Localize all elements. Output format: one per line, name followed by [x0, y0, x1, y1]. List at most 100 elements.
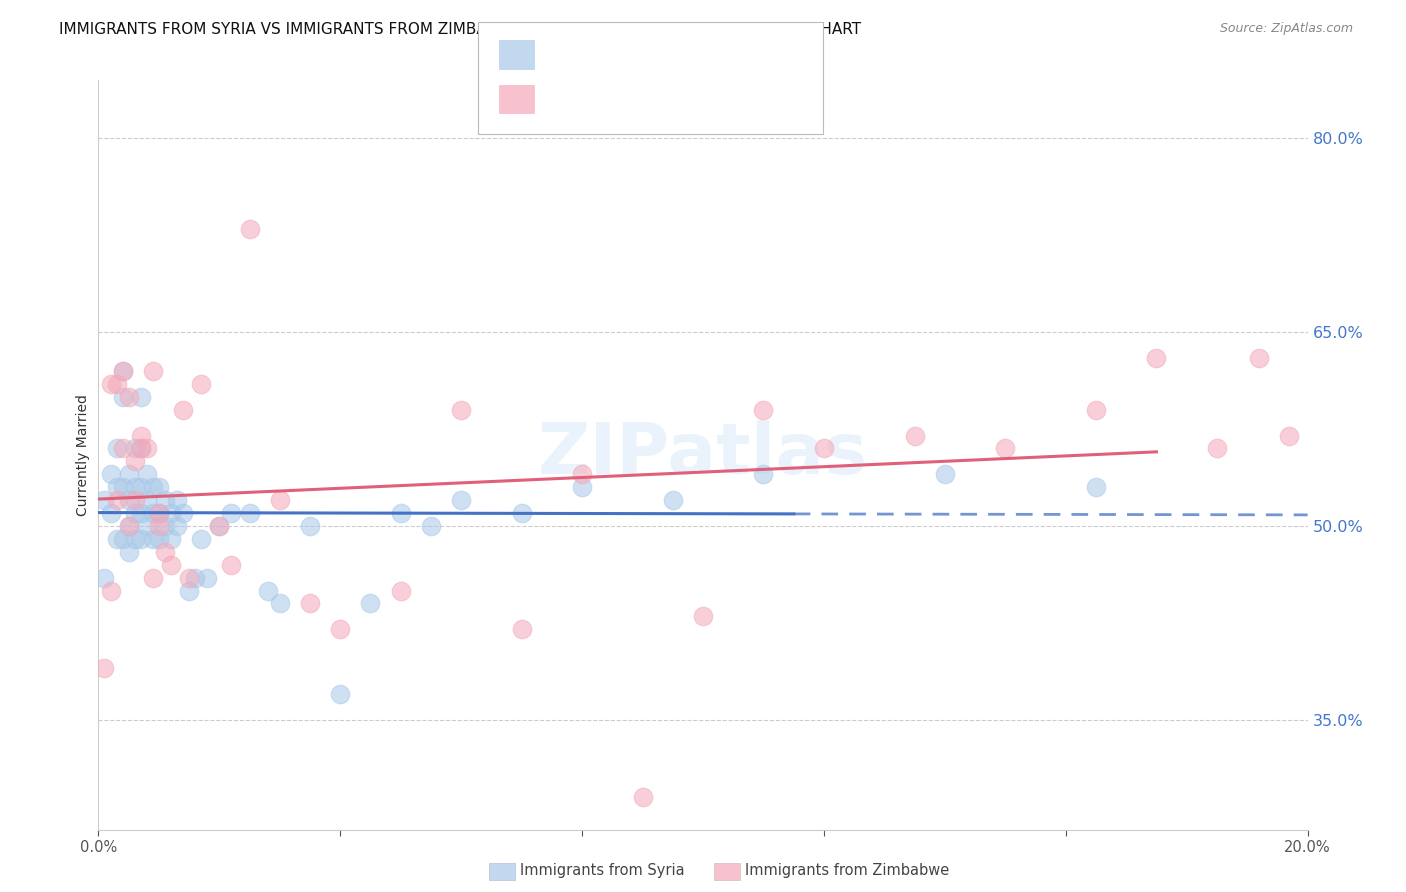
Point — [100, 506, 122, 520]
Point — [661, 493, 683, 508]
Point — [111, 390, 134, 404]
Point — [420, 519, 443, 533]
Point — [1144, 351, 1167, 365]
Point — [172, 506, 194, 520]
Point — [118, 390, 141, 404]
Point — [190, 376, 212, 391]
Point — [571, 480, 593, 494]
Point — [160, 532, 183, 546]
Point — [105, 376, 128, 391]
Point — [93, 571, 115, 585]
Point — [129, 442, 152, 456]
Point — [1249, 351, 1271, 365]
Point — [135, 493, 157, 508]
Text: 0.182: 0.182 — [581, 87, 630, 104]
Point — [142, 480, 165, 494]
Point — [142, 364, 165, 378]
Point — [195, 571, 218, 585]
Point — [93, 493, 115, 508]
Point — [129, 390, 152, 404]
Point — [124, 480, 146, 494]
Point — [148, 480, 170, 494]
Point — [111, 480, 134, 494]
Point — [111, 364, 134, 378]
Point — [631, 790, 654, 805]
Point — [269, 597, 291, 611]
Point — [148, 519, 170, 533]
Point — [190, 532, 212, 546]
Point — [142, 571, 165, 585]
Point — [179, 571, 201, 585]
Y-axis label: Currently Married: Currently Married — [76, 394, 90, 516]
Text: Immigrants from Syria: Immigrants from Syria — [520, 863, 685, 878]
Point — [153, 519, 176, 533]
Point — [389, 506, 412, 520]
Point — [994, 442, 1017, 456]
Point — [111, 532, 134, 546]
Text: N =: N = — [640, 87, 679, 104]
Point — [239, 222, 262, 236]
Point — [221, 558, 243, 572]
Point — [269, 493, 291, 508]
Point — [135, 467, 157, 482]
Point — [510, 623, 533, 637]
Point — [166, 493, 188, 508]
Point — [100, 376, 122, 391]
Point — [1085, 402, 1108, 417]
Text: ZIPatlas: ZIPatlas — [538, 420, 868, 490]
Point — [129, 442, 152, 456]
Point — [105, 480, 128, 494]
Point — [124, 493, 146, 508]
Text: Immigrants from Zimbabwe: Immigrants from Zimbabwe — [745, 863, 949, 878]
Point — [692, 609, 714, 624]
Point — [329, 623, 352, 637]
Point — [172, 402, 194, 417]
Point — [153, 545, 176, 559]
Point — [105, 493, 128, 508]
Text: Source: ZipAtlas.com: Source: ZipAtlas.com — [1219, 22, 1353, 36]
Point — [450, 493, 472, 508]
Point — [100, 467, 122, 482]
Point — [129, 532, 152, 546]
Point — [184, 571, 207, 585]
Point — [904, 428, 927, 442]
Point — [118, 545, 141, 559]
Point — [813, 442, 835, 456]
Point — [93, 661, 115, 675]
Point — [329, 687, 352, 701]
Point — [221, 506, 243, 520]
Point — [1278, 428, 1301, 442]
Point — [148, 506, 170, 520]
Point — [135, 442, 157, 456]
Point — [934, 467, 956, 482]
Point — [100, 583, 122, 598]
Point — [571, 467, 593, 482]
Point — [105, 532, 128, 546]
Point — [142, 532, 165, 546]
Point — [148, 506, 170, 520]
Point — [239, 506, 262, 520]
Point — [450, 402, 472, 417]
Text: IMMIGRANTS FROM SYRIA VS IMMIGRANTS FROM ZIMBABWE CURRENTLY MARRIED CORRELATION : IMMIGRANTS FROM SYRIA VS IMMIGRANTS FROM… — [59, 22, 862, 37]
Point — [208, 519, 231, 533]
Point — [111, 364, 134, 378]
Point — [124, 506, 146, 520]
Point — [1085, 480, 1108, 494]
Point — [124, 442, 146, 456]
Point — [160, 558, 183, 572]
Point — [160, 506, 183, 520]
Text: R =: R = — [544, 42, 582, 60]
Text: N =: N = — [640, 42, 679, 60]
Point — [129, 506, 152, 520]
Point — [118, 493, 141, 508]
Point — [129, 480, 152, 494]
Point — [299, 597, 322, 611]
Point — [256, 583, 278, 598]
Point — [142, 506, 165, 520]
Point — [360, 597, 382, 611]
Point — [118, 467, 141, 482]
Point — [299, 519, 322, 533]
Point — [118, 519, 141, 533]
Point — [105, 442, 128, 456]
Point — [510, 506, 533, 520]
